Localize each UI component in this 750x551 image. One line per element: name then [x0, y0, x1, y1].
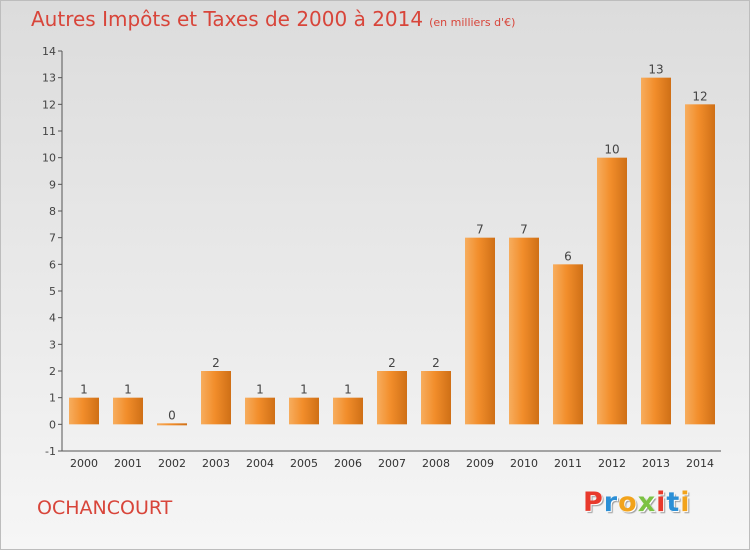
x-tick-label: 2000 — [70, 457, 98, 470]
x-tick-label: 2004 — [246, 457, 274, 470]
bar — [685, 104, 715, 425]
y-tick-label: 7 — [49, 232, 56, 245]
x-tick-label: 2013 — [642, 457, 670, 470]
x-tick-label: 2014 — [686, 457, 714, 470]
y-tick-label: 4 — [49, 312, 56, 325]
bar — [421, 371, 451, 425]
x-tick-label: 2008 — [422, 457, 450, 470]
data-label: 12 — [692, 89, 707, 103]
bar — [113, 397, 143, 425]
data-label: 7 — [520, 223, 528, 237]
data-label: 7 — [476, 223, 484, 237]
data-label: 2 — [388, 356, 396, 370]
y-tick-label: 1 — [49, 392, 56, 405]
data-label: 10 — [604, 143, 619, 157]
logo-letter: r — [603, 487, 619, 518]
bar — [201, 371, 231, 425]
x-tick-label: 2006 — [334, 457, 362, 470]
logo-letter: o — [618, 487, 638, 518]
y-tick-label: 12 — [42, 98, 56, 111]
bars — [69, 77, 715, 426]
bar — [465, 237, 495, 425]
bar — [245, 397, 275, 425]
data-label: 1 — [124, 383, 132, 397]
y-tick-label: 2 — [49, 365, 56, 378]
x-tick-label: 2003 — [202, 457, 230, 470]
data-label: 0 — [168, 408, 176, 422]
logo-letter: i — [656, 487, 667, 518]
y-tick-label: 14 — [42, 45, 56, 58]
logo-letter: t — [666, 487, 681, 518]
bar — [597, 157, 627, 425]
data-label: 1 — [256, 383, 264, 397]
x-tick-label: 2001 — [114, 457, 142, 470]
x-tick-label: 2002 — [158, 457, 186, 470]
bar — [641, 77, 671, 425]
chart-subtitle: (en milliers d'€) — [429, 16, 516, 29]
y-tick-label: 10 — [42, 152, 56, 165]
chart-title: Autres Impôts et Taxes de 2000 à 2014 (en… — [31, 7, 515, 31]
x-tick-label: 2007 — [378, 457, 406, 470]
x-tick-label: 2005 — [290, 457, 318, 470]
y-tick-label: 11 — [42, 125, 56, 138]
y-tick-label: 0 — [49, 418, 56, 431]
y-tick-label: 9 — [49, 178, 56, 191]
data-label: 6 — [564, 249, 572, 263]
data-label: 1 — [344, 383, 352, 397]
data-label: 1 — [300, 383, 308, 397]
bar — [553, 264, 583, 425]
x-tick-label: 2010 — [510, 457, 538, 470]
proxiti-logo[interactable]: Proxiti — [583, 487, 691, 518]
bar — [289, 397, 319, 425]
y-tick-label: 6 — [49, 258, 56, 271]
logo-letter: i — [680, 487, 691, 518]
bar — [157, 423, 187, 426]
bar — [333, 397, 363, 425]
logo-letter: P — [583, 487, 604, 518]
data-label: 1 — [80, 383, 88, 397]
data-label: 2 — [212, 356, 220, 370]
y-tick-label: 3 — [49, 338, 56, 351]
x-tick-label: 2011 — [554, 457, 582, 470]
y-tick-label: 8 — [49, 205, 56, 218]
x-tick-label: 2012 — [598, 457, 626, 470]
x-tick-label: 2009 — [466, 457, 494, 470]
data-label: 13 — [648, 63, 663, 77]
y-tick-label: -1 — [45, 445, 56, 458]
bar — [69, 397, 99, 425]
bar — [377, 371, 407, 425]
place-name: OCHANCOURT — [37, 497, 173, 519]
data-label: 2 — [432, 356, 440, 370]
chart-title-text: Autres Impôts et Taxes de 2000 à 2014 — [31, 7, 424, 31]
y-tick-label: 5 — [49, 285, 56, 298]
y-tick-label: 13 — [42, 72, 56, 85]
bar — [509, 237, 539, 425]
logo-letter: x — [637, 487, 657, 518]
